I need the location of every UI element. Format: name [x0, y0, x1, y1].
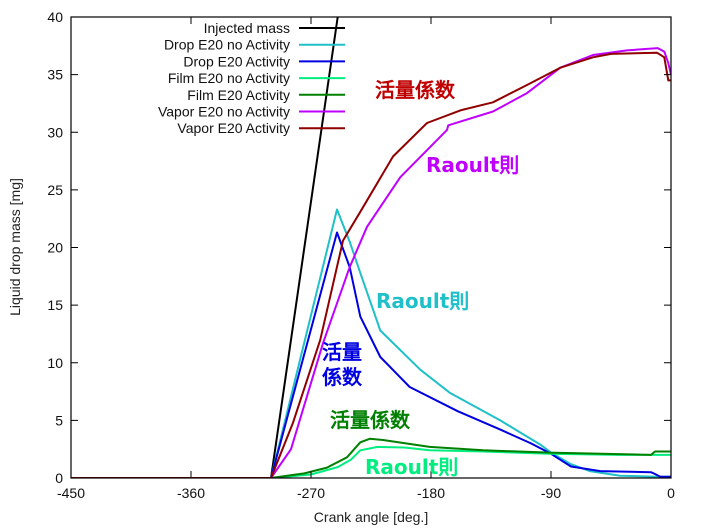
- annotation-film-activity: 活量係数: [330, 408, 410, 432]
- series-line-7: [71, 51, 671, 478]
- x-tick-label: -360: [177, 485, 205, 501]
- legend-label: Vapor E20 Activity: [177, 120, 290, 136]
- y-tick-label: 35: [47, 67, 63, 83]
- legend-label: Injected mass: [204, 20, 290, 36]
- legend-label: Drop E20 no Activity: [164, 37, 290, 53]
- legend-label: Film E20 Activity: [187, 87, 290, 103]
- legend-label: Vapor E20 no Activity: [158, 104, 290, 120]
- x-tick-label: 0: [667, 485, 675, 501]
- annotation-drop-activity: 活量 係数: [322, 340, 362, 389]
- x-tick-label: -90: [541, 485, 561, 501]
- ticks-layer: -450 -360 -270 -180 -90 0 0 5 10 15 20 25 30 35 40: [47, 9, 675, 501]
- legend-label: Film E20 no Activity: [168, 70, 290, 86]
- x-axis-label: Crank angle [deg.]: [314, 509, 428, 525]
- y-tick-label: 25: [47, 182, 63, 198]
- series-line-3: [71, 231, 671, 478]
- series-layer: [71, 17, 671, 478]
- legend-label: Drop E20 Activity: [183, 53, 290, 69]
- y-tick-label: 10: [47, 355, 63, 371]
- series-line-6: [71, 47, 671, 478]
- series-line-5: [71, 437, 671, 478]
- series-line-2: [71, 208, 671, 478]
- annotation-vapor-activity: 活量係数: [375, 78, 455, 102]
- series-line-1: [71, 17, 339, 478]
- annotation-drop-raoult: Raoult則: [376, 289, 470, 313]
- y-tick-label: 5: [55, 412, 63, 428]
- y-tick-label: 20: [47, 240, 63, 256]
- x-tick-label: -270: [297, 485, 325, 501]
- y-tick-label: 40: [47, 9, 63, 25]
- x-tick-label: -450: [57, 485, 85, 501]
- y-tick-label: 0: [55, 470, 63, 486]
- annotation-vapor-raoult: Raoult則: [426, 153, 520, 177]
- y-axis-label: Liquid drop mass [mg]: [7, 178, 23, 316]
- annotation-film-raoult: Raoult則: [365, 455, 459, 479]
- y-tick-label: 30: [47, 124, 63, 140]
- x-tick-label: -180: [417, 485, 445, 501]
- y-tick-label: 15: [47, 297, 63, 313]
